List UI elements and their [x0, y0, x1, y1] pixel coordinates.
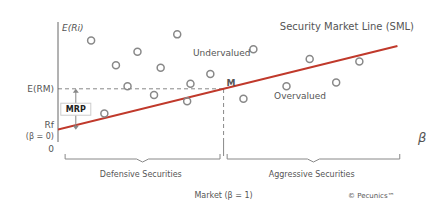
- svg-text:Aggressive Securities: Aggressive Securities: [269, 170, 355, 179]
- svg-text:Rf: Rf: [45, 120, 55, 130]
- svg-text:(β = 0): (β = 0): [26, 132, 54, 141]
- svg-text:0: 0: [48, 144, 54, 154]
- svg-text:© Pecunics™: © Pecunics™: [348, 192, 395, 200]
- svg-text:Overvalued: Overvalued: [274, 91, 326, 101]
- svg-text:Defensive Securities: Defensive Securities: [100, 170, 182, 179]
- svg-text:Security Market Line (SML): Security Market Line (SML): [280, 21, 414, 32]
- svg-text:Market (β = 1): Market (β = 1): [194, 191, 252, 200]
- svg-text:β: β: [417, 130, 426, 145]
- svg-text:E(RM): E(RM): [27, 84, 54, 94]
- svg-text:MRP: MRP: [66, 105, 86, 114]
- svg-text:E(Ri): E(Ri): [62, 23, 83, 33]
- svg-text:Undervalued: Undervalued: [193, 48, 251, 58]
- svg-text:M: M: [227, 78, 236, 88]
